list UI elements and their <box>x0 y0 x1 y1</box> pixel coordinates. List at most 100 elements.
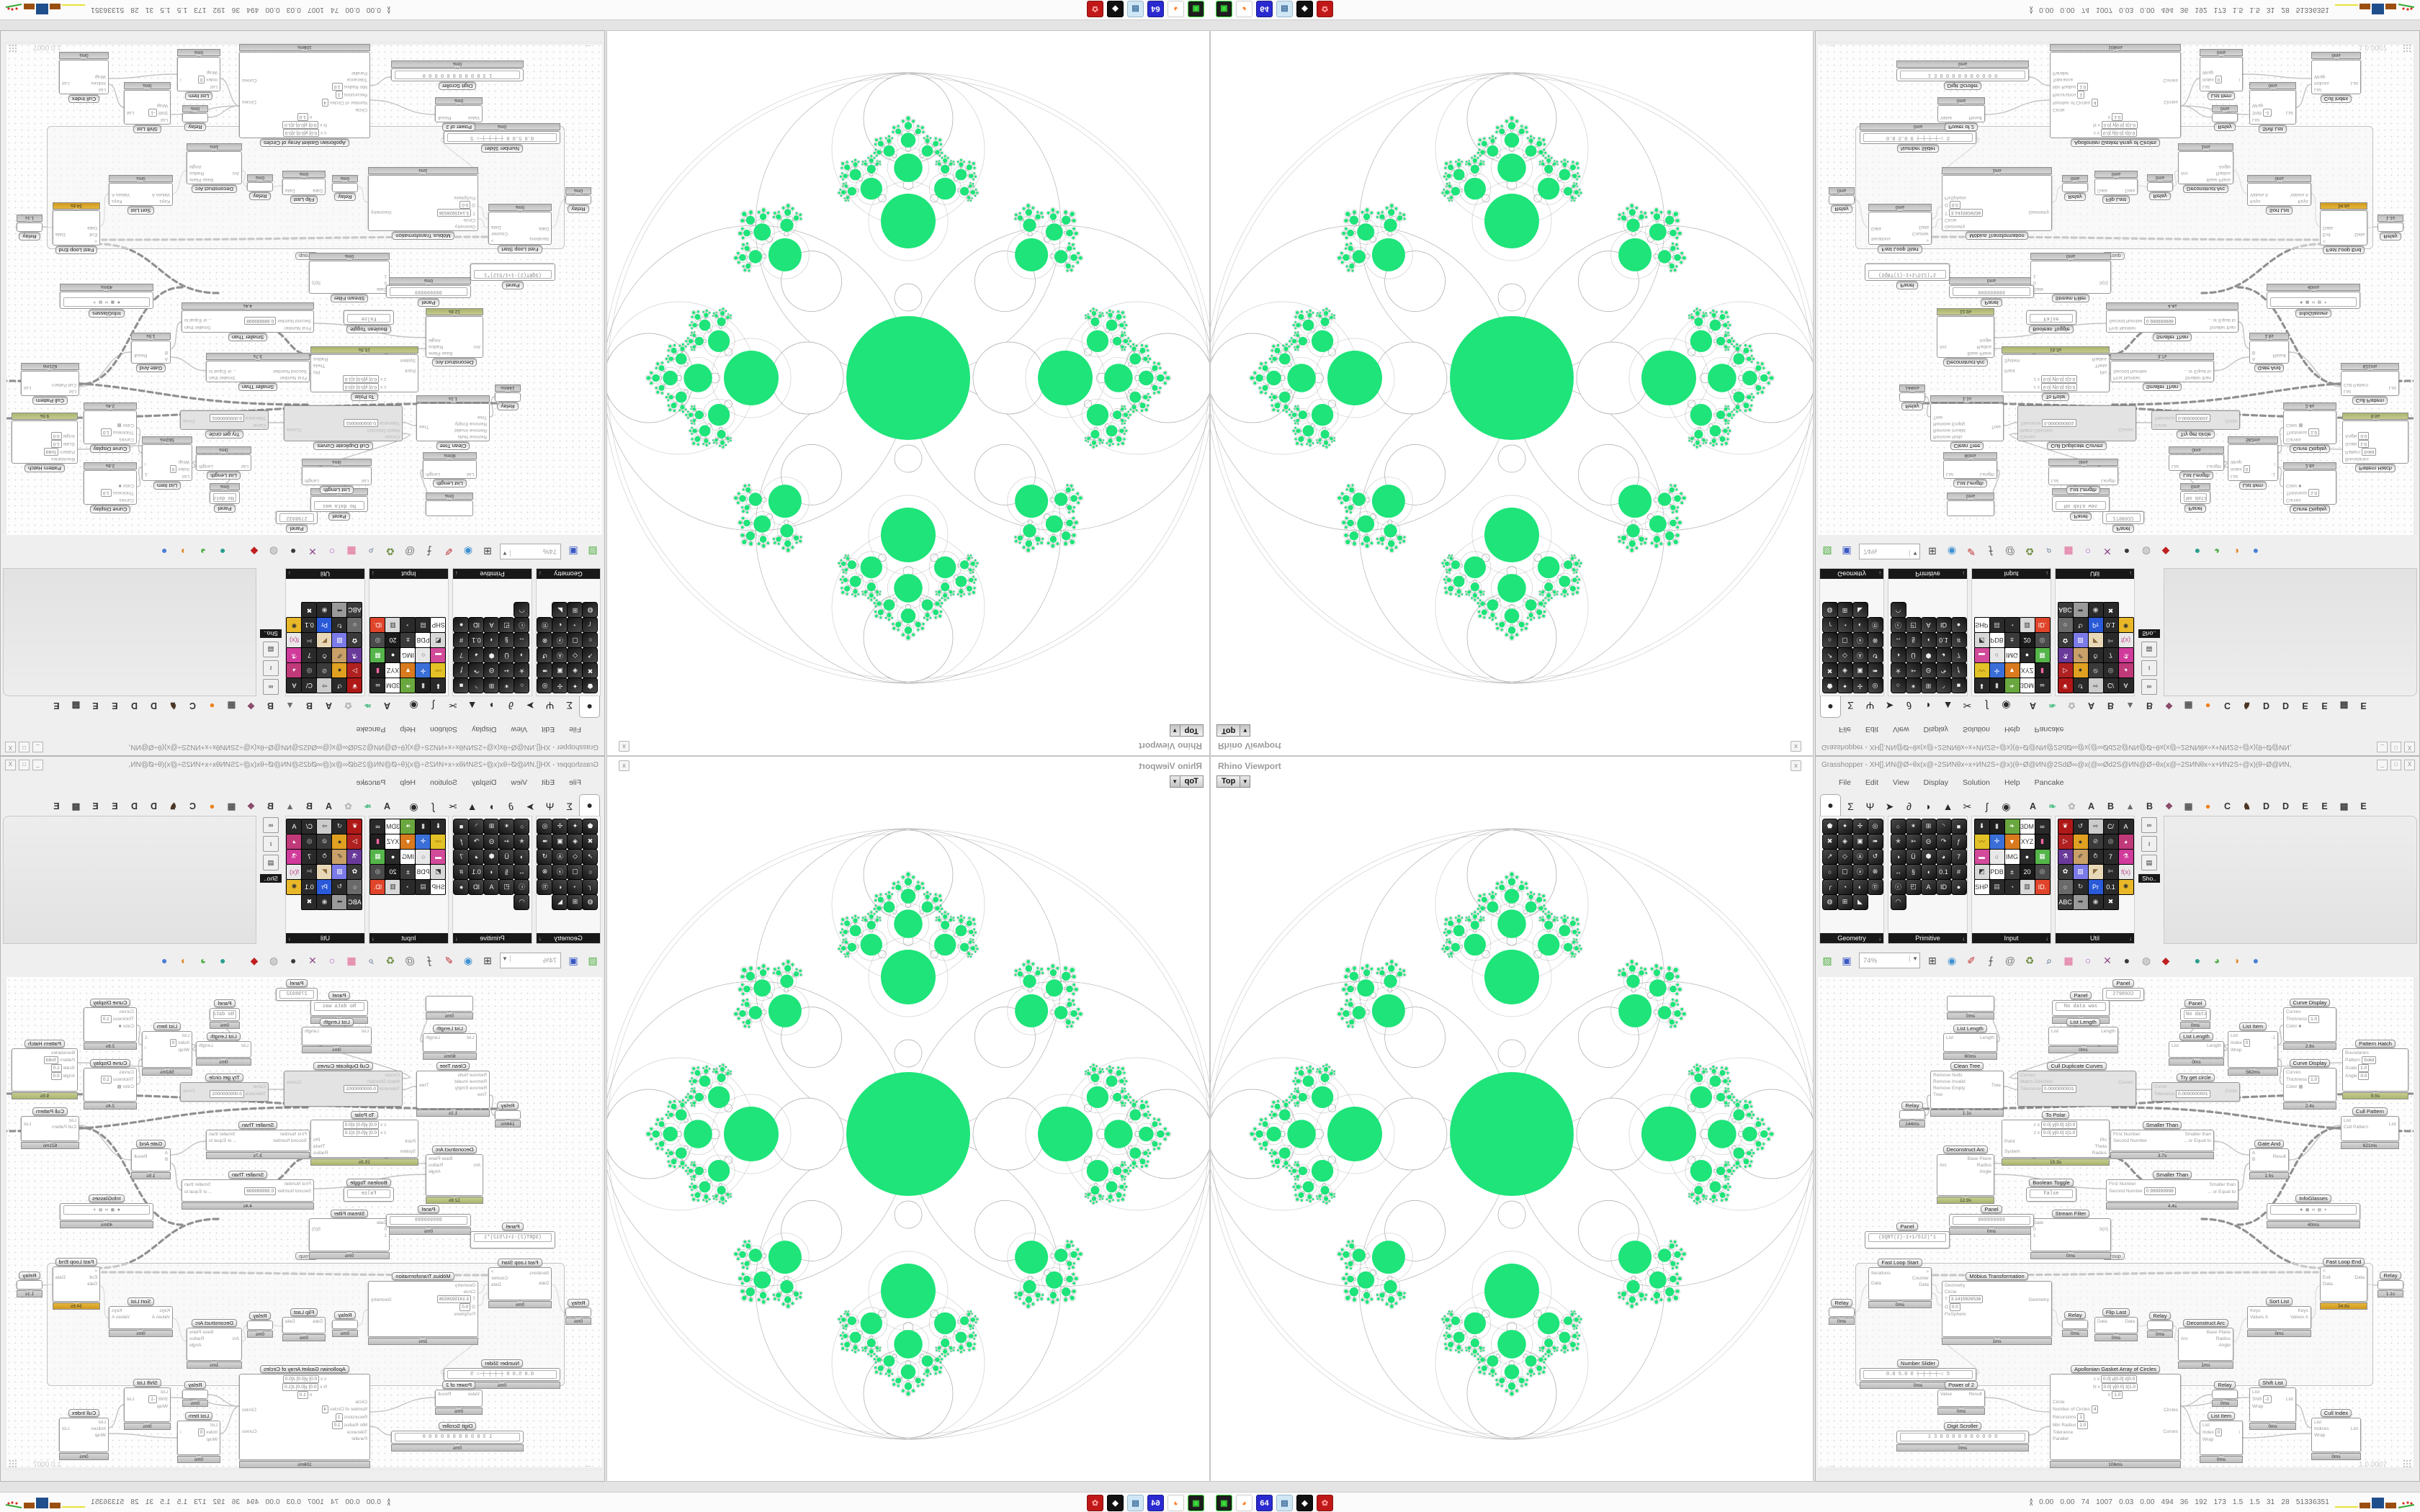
gh-node-stream-filter[interactable]: Stream Filter Gate 0 1 S(0) 0ms <box>309 253 390 302</box>
component-icon[interactable]: ▼ <box>400 662 416 679</box>
component-icon[interactable]: ↷ <box>1935 833 1952 850</box>
component-icon[interactable]: ◈ <box>1837 662 1853 679</box>
component-icon[interactable]: ○ <box>1821 863 1838 880</box>
component-icon[interactable]: ➠ <box>1867 833 1883 850</box>
component-icon[interactable]: ❧ <box>400 678 416 694</box>
component-icon[interactable]: ○ <box>514 678 530 694</box>
component-icon[interactable]: ⬇ <box>430 678 447 694</box>
plugin-tab-9[interactable]: ● <box>209 801 215 811</box>
palette-group-label[interactable]: Geometry ↓ <box>1820 569 1883 579</box>
component-icon[interactable]: § <box>1905 632 1922 649</box>
gh-node-flip-last[interactable]: Flip Last Data Data 0ms <box>2094 1308 2138 1341</box>
component-icon[interactable]: ◔ <box>1837 617 1853 634</box>
plugin-tab-12[interactable]: D <box>150 701 158 711</box>
component-icon[interactable]: ⊗ <box>1867 632 1883 649</box>
gh-node-panel[interactable]: Panel 999999999 0ms <box>386 277 471 307</box>
component-icon[interactable]: ⓒ <box>514 878 530 895</box>
component-icon[interactable]: ◕ <box>286 833 302 850</box>
gha-recycle-icon[interactable]: ♻ <box>2025 954 2035 966</box>
component-icon[interactable]: PDB <box>1989 632 2005 649</box>
component-icon[interactable]: ▣ <box>1852 833 1868 850</box>
component-icon[interactable]: ◐ <box>1852 878 1868 895</box>
resize-grip-icon[interactable] <box>9 44 17 53</box>
gh-node-m-bius-transformation[interactable]: Möbius Transformation Geometry Circle T 3.1… <box>1942 1272 2052 1345</box>
tab-curve[interactable]: ∂ <box>508 801 514 812</box>
gh-node-pattern-hatch[interactable]: Pattern Hatch Boundaries Pattern Solid Scal… <box>12 413 78 472</box>
plugin-tab-17[interactable]: E <box>53 801 60 811</box>
zoom-extents-icon[interactable]: ⊞ <box>483 954 492 966</box>
component-icon[interactable]: 7 <box>1950 848 1967 865</box>
gh-node-cull-pattern[interactable]: Cull Pattern List Cull Pattern List 621ms <box>2341 363 2399 405</box>
gh-node-m-bius-transformation[interactable]: Möbius Transformation Geometry Circle T 3.1… <box>368 1272 478 1345</box>
component-icon[interactable]: Ü <box>1905 647 1922 664</box>
view-selector-button[interactable]: Top ▼ <box>1216 775 1251 788</box>
plugin-tab-11[interactable]: ♞ <box>2242 801 2251 811</box>
floppy-64-icon[interactable]: 64 <box>1147 1 1164 17</box>
gem-icon[interactable]: ◆ <box>250 954 259 966</box>
gh-node-fast-loop-end[interactable]: Fast Loop End < Exit Data Data 34.6s <box>53 1258 100 1310</box>
component-icon[interactable]: ✄ <box>2102 863 2119 880</box>
view-selector-label[interactable]: Top <box>1179 775 1204 788</box>
gh-node-panel[interactable]: Panel (SQRT(2)-1+1/512)*1 <box>470 1223 555 1248</box>
gh-node-deconstruct-arc[interactable]: Deconstruct Arc Arc Base Plane Radius Angle 1… <box>2178 143 2233 193</box>
component-icon[interactable]: ▦ <box>369 647 386 664</box>
component-icon[interactable]: ◩ <box>1973 632 1990 649</box>
plugin-tab-12[interactable]: D <box>2262 701 2270 711</box>
component-icon[interactable]: ○ <box>346 878 363 895</box>
component-icon[interactable]: ∞ <box>263 817 279 833</box>
gh-node-gate-and[interactable]: Gate And A B Result 1.5s <box>131 333 171 372</box>
tab-maths[interactable]: Σ <box>566 801 573 812</box>
component-icon[interactable]: SHP <box>430 878 447 895</box>
component-icon[interactable]: ⑪ <box>537 878 553 895</box>
component-icon[interactable]: C/ <box>2102 678 2119 694</box>
gh-node-shift-list[interactable]: Shift List List Shift -1 Wrap List 0ms <box>2249 82 2296 133</box>
maximize-button[interactable]: □ <box>2390 760 2401 770</box>
component-icon[interactable]: ◑ <box>514 848 530 865</box>
zoom-extents-icon[interactable]: ⊞ <box>483 546 492 558</box>
save-file-icon[interactable]: ▣ <box>568 546 578 558</box>
gh-node-cull-duplicate-curves[interactable]: Cull Duplicate Curves Curves Match Directi… <box>284 1062 403 1107</box>
component-icon[interactable]: ▮ <box>1989 818 2005 834</box>
plugin-tab-4[interactable]: B <box>305 801 313 811</box>
gh-node-relay[interactable]: Relay 1.1s <box>17 215 42 240</box>
component-icon[interactable]: # <box>1950 863 1967 880</box>
component-icon[interactable]: XYZ <box>2019 662 2035 679</box>
component-icon[interactable]: ▣ <box>552 662 568 679</box>
component-icon[interactable]: 0.1 <box>1935 863 1952 880</box>
menu-item-file[interactable]: File <box>1839 778 1851 787</box>
palette-group-label[interactable]: Input ↓ <box>369 933 448 943</box>
component-icon[interactable]: ⬟ <box>1821 818 1838 834</box>
component-icon[interactable]: ● <box>1950 878 1967 895</box>
plugin-tab-13[interactable]: D <box>2282 701 2290 711</box>
component-icon[interactable]: ID. <box>369 878 386 895</box>
tab-params[interactable]: ● <box>1820 696 1841 718</box>
menu-item-view[interactable]: View <box>1893 778 1909 787</box>
tab-display[interactable]: ◉ <box>2002 700 2011 711</box>
zoom-extents-icon[interactable]: ⊞ <box>1928 954 1937 966</box>
calculator-icon[interactable]: ▤ <box>1127 1495 1144 1511</box>
gh-node-relay[interactable]: Relay 0ms <box>565 187 591 213</box>
plugin-tab-15[interactable]: E <box>92 801 99 811</box>
media-player-icon[interactable]: ▣ <box>1216 1 1232 17</box>
calculator-icon[interactable]: ▤ <box>1276 1 1293 17</box>
component-icon[interactable]: ≀ <box>263 660 279 676</box>
component-icon[interactable]: ≀ <box>2141 836 2157 852</box>
component-icon[interactable]: 7 <box>453 647 470 664</box>
component-icon[interactable]: ╭ <box>1821 878 1838 895</box>
resize-grip-icon[interactable] <box>2403 1459 2411 1468</box>
gh-node-apollonian-gasket-array-of-circles[interactable]: Apollonian Gasket Array of Circles c x 0.… <box>239 1365 370 1468</box>
component-icon[interactable]: ❦ <box>2057 678 2074 694</box>
gh-node-relay[interactable]: Relay 0ms <box>2062 175 2088 201</box>
menu-item-pancake[interactable]: Pancake <box>2034 725 2064 734</box>
palette-group-label[interactable]: Geometry ↓ <box>537 933 600 943</box>
gh-node-boolean-toggle[interactable]: Boolean Toggle False <box>344 1179 394 1202</box>
plugin-tab-0[interactable]: A <box>383 701 391 711</box>
component-icon[interactable]: Θ <box>1920 662 1937 679</box>
component-icon[interactable]: ⬢ <box>1920 848 1937 865</box>
tab-params[interactable]: ● <box>1820 794 1841 816</box>
close-button[interactable]: X <box>5 760 16 770</box>
gh-node-m-bius-transformation[interactable]: Möbius Transformation Geometry Circle T 3.1… <box>368 167 478 240</box>
component-icon[interactable]: ⬢ <box>483 848 500 865</box>
gh-node-digit-scroller[interactable]: Digit Scroller 1 3 0 0 0 0 0 0 0 0 0 0 0ms <box>1896 60 2029 90</box>
plugin-tab-11[interactable]: ♞ <box>169 801 178 811</box>
